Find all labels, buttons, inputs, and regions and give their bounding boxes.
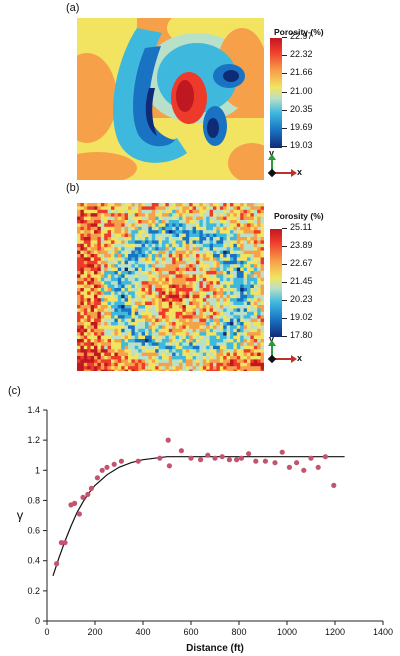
colorbar-b (270, 229, 282, 337)
data-point (88, 485, 94, 491)
x-tick-label: 1200 (325, 627, 345, 637)
data-point (85, 491, 91, 497)
colorbar-a-tick: 20.35 (282, 104, 313, 114)
data-point (188, 455, 194, 461)
data-point (262, 458, 268, 464)
colorbar-a-tick: 19.69 (282, 122, 313, 132)
data-point (294, 460, 300, 466)
data-point (58, 540, 64, 546)
data-point (253, 458, 259, 464)
colorbar-b-tick: 22.67 (282, 258, 313, 268)
axes-y-label: y (269, 334, 275, 344)
model-curve (52, 456, 345, 576)
axes-orientation-icon-a: y x (264, 148, 304, 178)
data-point (135, 458, 141, 464)
data-point (219, 454, 225, 460)
axes-y-label: y (269, 148, 275, 158)
data-point (234, 457, 240, 463)
origin-marker-icon (267, 168, 277, 178)
colorbar-b-tick: 21.45 (282, 276, 313, 286)
data-point (72, 500, 78, 506)
data-point (331, 482, 337, 488)
y-tick-label: 0.8 (27, 495, 40, 505)
axes-x-label: x (297, 167, 303, 177)
x-tick-label: 800 (231, 627, 246, 637)
data-point (118, 458, 124, 464)
y-tick-label: 1.4 (27, 405, 40, 415)
colorbar-title-a: Porosity (%) (274, 27, 324, 37)
colorbar-a-tick: 22.32 (282, 49, 313, 59)
y-arrow-icon (268, 154, 276, 173)
panel-label-c: (c) (8, 385, 21, 397)
y-arrow-icon (268, 340, 276, 359)
data-point (205, 452, 211, 458)
data-point (301, 467, 307, 473)
data-point (104, 464, 110, 470)
y-tick-label: 0 (35, 616, 40, 626)
colorbar-b-tick: 25.11 (282, 222, 312, 232)
data-point (315, 464, 321, 470)
porosity-map-b-graphic (77, 203, 264, 371)
colorbar-a-tick: 21.66 (282, 67, 313, 77)
colorbar-b-tick: 20.23 (282, 294, 313, 304)
data-point (111, 461, 117, 467)
origin-marker-icon (267, 354, 277, 364)
data-point (166, 463, 172, 469)
data-point (212, 455, 218, 461)
data-point (165, 437, 171, 443)
y-tick-label: 0.6 (27, 526, 40, 536)
y-tick-label: 1.2 (27, 435, 40, 445)
data-point (279, 449, 285, 455)
x-tick-label: 200 (87, 627, 102, 637)
x-tick-label: 600 (183, 627, 198, 637)
x-arrow-icon (272, 355, 297, 363)
porosity-map-b (77, 203, 264, 371)
x-axis-label: Distance (ft) (186, 643, 244, 654)
x-tick-label: 0 (44, 627, 49, 637)
colorbar-a-tick: 19.03 (282, 140, 313, 150)
colorbar-a (270, 38, 282, 148)
data-point (76, 511, 82, 517)
data-point (286, 464, 292, 470)
y-tick-label: 1 (35, 465, 40, 475)
porosity-map-a (77, 18, 264, 180)
data-point (80, 494, 86, 500)
data-point (226, 457, 232, 463)
panel-label-a: (a) (66, 2, 80, 14)
colorbar-b-tick: 19.02 (282, 312, 313, 322)
x-tick-label: 1400 (373, 627, 393, 637)
x-tick-label: 400 (135, 627, 150, 637)
variogram-chart: 0 0.2 0.4 0.6 0.8 1 1.2 1.4 0 200 400 600 800 1000 120… (17, 405, 393, 654)
colorbar-a-tick: 22.97 (282, 31, 313, 41)
axes-x-label: x (297, 353, 303, 363)
x-tick-label: 1000 (277, 627, 297, 637)
data-point (308, 455, 314, 461)
colorbar-title-b: Porosity (%) (274, 211, 324, 221)
data-point (322, 454, 328, 460)
porosity-map-a-graphic (77, 18, 264, 180)
data-point (157, 455, 163, 461)
data-point (94, 475, 100, 481)
y-tick-label: 0.4 (27, 556, 40, 566)
data-point (246, 451, 252, 457)
data-point (178, 448, 184, 454)
colorbar-b-tick: 23.89 (282, 240, 313, 250)
data-point (238, 455, 244, 461)
axes-orientation-icon-b: y x (264, 334, 304, 364)
colorbar-a-tick: 21.00 (282, 86, 313, 96)
panel-label-b: (b) (66, 182, 80, 194)
data-point (99, 467, 105, 473)
data-point (54, 561, 60, 567)
x-arrow-icon (272, 169, 297, 177)
data-point (272, 460, 278, 466)
data-point (198, 457, 204, 463)
data-point (62, 540, 68, 546)
y-axis-label: γ (17, 508, 24, 523)
colorbar-b-tick: 17.80 (282, 330, 313, 340)
porosity-map-b-cells (77, 203, 264, 371)
y-tick-label: 0.2 (27, 586, 40, 596)
